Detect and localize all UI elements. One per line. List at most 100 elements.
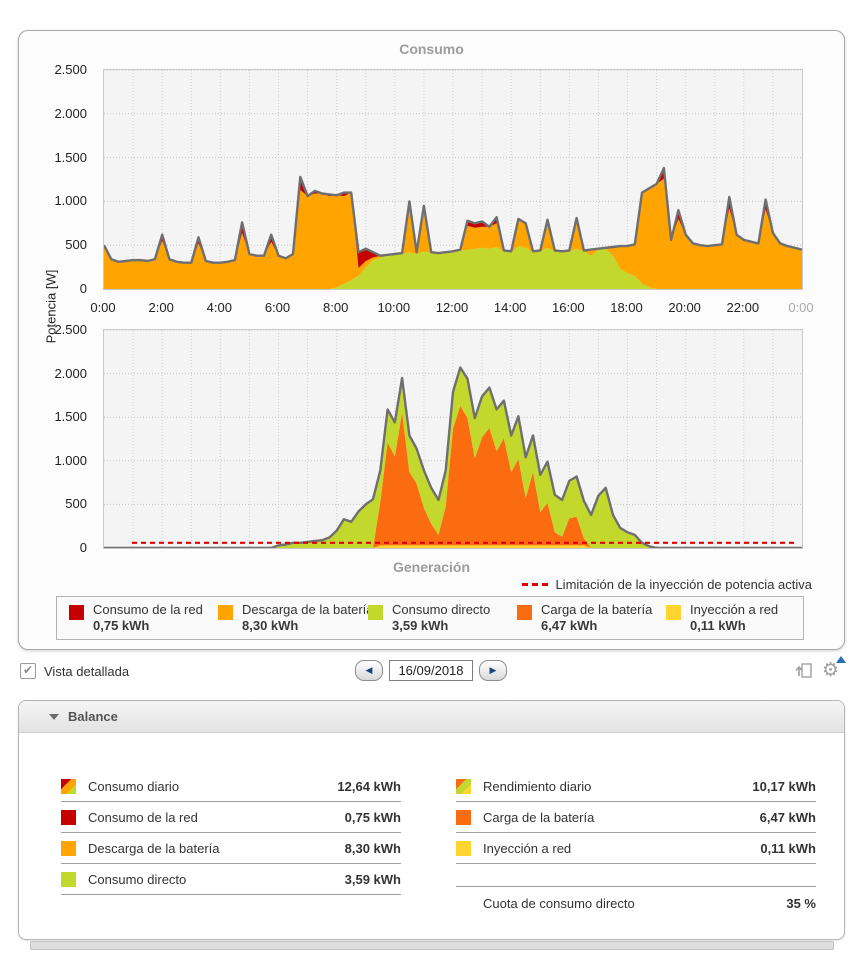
x-tick-label: 6:00 bbox=[264, 300, 291, 315]
y-tick-label: 1.000 bbox=[54, 193, 87, 209]
balance-swatch-icon bbox=[456, 809, 471, 825]
y-tick-label: 500 bbox=[65, 237, 87, 253]
toolbar-icons: ⚙ bbox=[794, 656, 846, 681]
next-day-button[interactable]: ▶ bbox=[479, 660, 507, 681]
y-tick-label: 0 bbox=[79, 281, 87, 296]
balance-row: Carga de la batería 6,47 kWh bbox=[456, 802, 816, 833]
limitation-legend: Limitación de la inyección de potencia a… bbox=[522, 577, 812, 592]
x-tick-label: 20:00 bbox=[668, 300, 701, 315]
consumption-chart bbox=[103, 69, 803, 290]
generation-y-axis-ticks: 2.500 2.000 1.500 1.000 500 0 bbox=[19, 322, 95, 555]
detail-view-label: Vista detallada bbox=[44, 663, 130, 679]
chart-legend: Consumo de la red 0,75 kWh Descarga de la … bbox=[56, 596, 804, 640]
legend-value: 0,75 kWh bbox=[93, 618, 150, 633]
legend-label: Consumo de la red bbox=[93, 602, 203, 617]
x-tick-label: 0:00 bbox=[788, 300, 814, 315]
legend-label: Inyección a red bbox=[690, 602, 779, 617]
balance-title: Balance bbox=[68, 709, 118, 724]
legend-item: Consumo de la red 0,75 kWh bbox=[69, 602, 206, 634]
quota-value: 35 % bbox=[786, 895, 816, 911]
legend-label: Carga de la batería bbox=[541, 602, 653, 617]
balance-left-column: Consumo diario 12,64 kWh Consumo de la red… bbox=[61, 771, 401, 895]
x-tick-label: 8:00 bbox=[323, 300, 349, 315]
detail-view-control: ✔ Vista detallada bbox=[20, 663, 129, 679]
balance-swatch-icon bbox=[456, 778, 471, 794]
balance-swatch-icon bbox=[61, 871, 76, 887]
balance-row-value: 0,11 kWh bbox=[760, 840, 816, 856]
legend-value: 8,30 kWh bbox=[242, 618, 299, 633]
export-icon[interactable] bbox=[794, 660, 814, 680]
balance-row-label: Consumo de la red bbox=[88, 809, 198, 825]
balance-swatch-icon bbox=[61, 778, 76, 794]
legend-item: Descarga de la batería 8,30 kWh bbox=[218, 602, 374, 634]
balance-row-label: Consumo directo bbox=[88, 871, 187, 887]
legend-swatch-icon bbox=[218, 605, 233, 620]
chevron-right-icon: ▶ bbox=[489, 665, 497, 675]
balance-row: Rendimiento diario 10,17 kWh bbox=[456, 771, 816, 802]
balance-row: Consumo diario 12,64 kWh bbox=[61, 771, 401, 802]
legend-item: Inyección a red 0,11 kWh bbox=[666, 602, 803, 634]
balance-row-value: 10,17 kWh bbox=[752, 778, 816, 794]
legend-swatch-icon bbox=[368, 605, 383, 620]
chevron-left-icon: ◀ bbox=[365, 665, 373, 675]
time-axis-ticks: 0:00 2:00 4:00 6:00 8:00 10:00 12:00 14:00 16:00… bbox=[90, 294, 813, 322]
area-series bbox=[104, 405, 802, 548]
y-tick-label: 1.500 bbox=[54, 149, 87, 165]
balance-row: Consumo directo 3,59 kWh bbox=[61, 864, 401, 895]
balance-row-value: 0,75 kWh bbox=[344, 809, 401, 825]
previous-day-button[interactable]: ◀ bbox=[355, 660, 383, 681]
detail-view-checkbox[interactable]: ✔ bbox=[20, 663, 36, 679]
charts-panel: Consumo 2.500 2.000 1.500 1.000 500 0 0:00 2:0… bbox=[18, 30, 845, 650]
quota-row: Cuota de consumo directo 35 % bbox=[456, 886, 816, 919]
legend-value: 6,47 kWh bbox=[541, 618, 598, 633]
y-tick-label: 1.500 bbox=[54, 409, 87, 425]
x-tick-label: 4:00 bbox=[206, 300, 232, 315]
balance-header[interactable]: Balance bbox=[19, 701, 844, 733]
quota-label: Cuota de consumo directo bbox=[483, 895, 635, 911]
balance-swatch-icon bbox=[61, 809, 76, 825]
x-tick-label: 10:00 bbox=[377, 300, 411, 315]
settings-gear-icon[interactable]: ⚙ bbox=[822, 656, 846, 681]
balance-row: Descarga de la batería 8,30 kWh bbox=[61, 833, 401, 864]
legend-label: Consumo directo bbox=[392, 602, 491, 617]
balance-row-label: Descarga de la batería bbox=[88, 840, 220, 856]
legend-swatch-icon bbox=[666, 605, 681, 620]
legend-item: Consumo directo 3,59 kWh bbox=[368, 602, 505, 634]
controls-row: ✔ Vista detallada ◀ ▶ ⚙ bbox=[18, 656, 846, 686]
balance-row-value: 12,64 kWh bbox=[337, 778, 401, 794]
balance-row: Inyección a red 0,11 kWh bbox=[456, 833, 816, 864]
area-series bbox=[104, 545, 802, 548]
y-tick-label: 1.000 bbox=[54, 452, 87, 468]
balance-swatch-icon bbox=[61, 840, 76, 856]
next-panel-sliver bbox=[30, 941, 834, 950]
balance-row-value: 8,30 kWh bbox=[344, 840, 401, 856]
legend-value: 0,11 kWh bbox=[690, 618, 746, 633]
balance-row: Consumo de la red 0,75 kWh bbox=[61, 802, 401, 833]
legend-swatch-icon bbox=[69, 605, 84, 620]
balance-row-label: Inyección a red bbox=[483, 840, 572, 856]
legend-value: 3,59 kWh bbox=[392, 618, 449, 633]
x-tick-label: 14:00 bbox=[493, 300, 527, 315]
balance-row-label: Carga de la batería bbox=[483, 809, 595, 825]
date-navigator: ◀ ▶ bbox=[355, 660, 507, 681]
balance-panel: Balance Consumo diario 12,64 kWh Consumo d… bbox=[18, 700, 845, 940]
y-tick-label: 0 bbox=[79, 540, 87, 555]
consumption-chart-title: Consumo bbox=[399, 41, 464, 57]
balance-row-label: Rendimiento diario bbox=[483, 778, 592, 794]
area-series bbox=[104, 178, 802, 289]
generation-chart-title: Generación bbox=[392, 559, 471, 575]
x-tick-label: 18:00 bbox=[610, 300, 643, 315]
balance-row-value: 6,47 kWh bbox=[759, 809, 816, 825]
date-input[interactable] bbox=[389, 660, 473, 681]
y-tick-label: 2.500 bbox=[54, 322, 87, 337]
x-tick-label: 0:00 bbox=[90, 300, 116, 315]
triangle-up-icon bbox=[836, 656, 846, 663]
x-tick-label: 16:00 bbox=[552, 300, 585, 315]
balance-body: Consumo diario 12,64 kWh Consumo de la red… bbox=[19, 733, 844, 911]
gear-icon: ⚙ bbox=[822, 659, 840, 681]
area-series bbox=[104, 246, 802, 289]
y-tick-label: 2.000 bbox=[54, 105, 87, 121]
collapse-triangle-icon bbox=[49, 713, 59, 720]
dashed-line-icon bbox=[522, 583, 549, 586]
x-tick-label: 12:00 bbox=[435, 300, 469, 315]
